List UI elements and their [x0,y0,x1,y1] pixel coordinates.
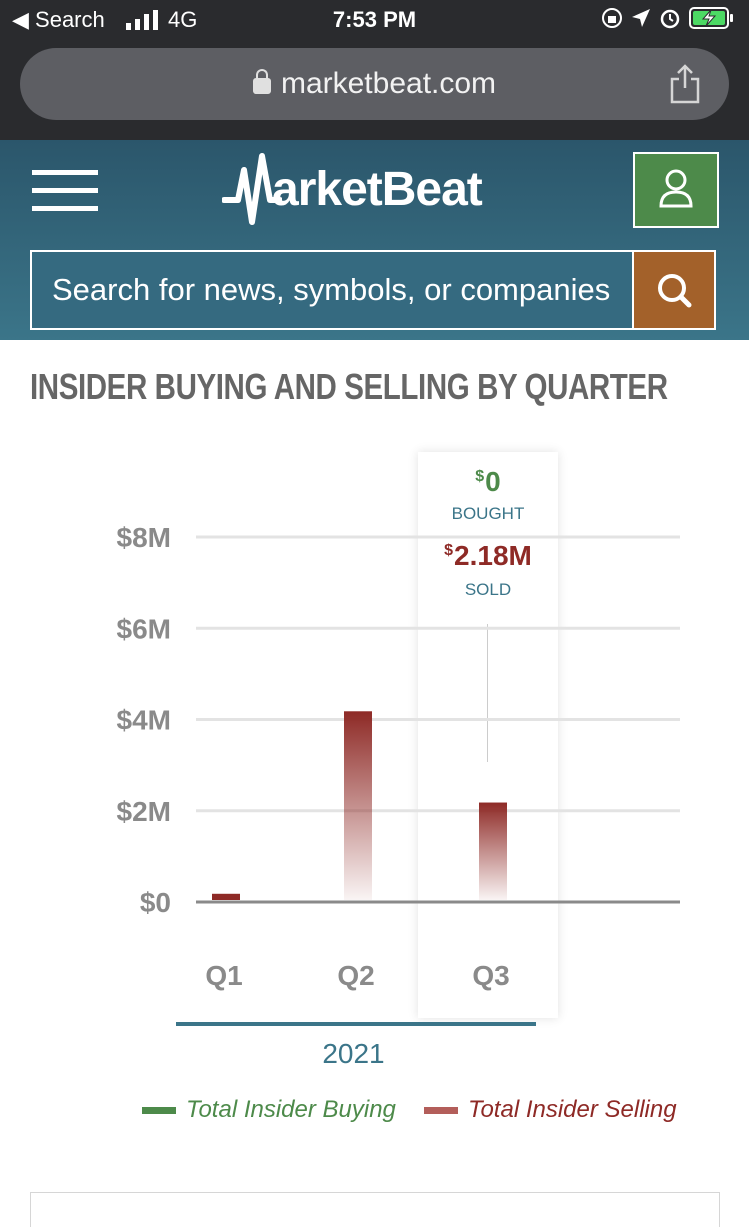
search-input[interactable] [32,252,634,328]
menu-line-icon [32,170,98,175]
section-heading: INSIDER BUYING AND SELLING BY QUARTER [30,366,668,407]
account-button[interactable] [633,152,719,228]
lock-icon [252,69,271,94]
tooltip-crosshair-line [487,624,488,762]
logo-pulse-icon [222,153,282,225]
insider-trading-chart: $0 BOUGHT $2.18M SOLD $0 $2M $4M $6M $8M Q1 Q2… [0,440,749,1140]
x-tick-label: Q3 [472,960,509,991]
status-bar: ◀ Search 4G 7:53 PM [0,0,749,40]
year-label: 2021 [322,1038,385,1069]
tooltip-bought-value: $0 [418,466,558,498]
back-to-search-link[interactable]: ◀ Search [12,7,105,32]
alarm-icon [660,9,680,29]
signal-strength-icon [126,10,158,30]
chart-plot-area[interactable]: $0 $2M $4M $6M $8M Q1 Q2 Q3 [0,440,749,1020]
legend-item-buying[interactable]: Total Insider Buying [142,1096,396,1124]
y-tick-label: $6M [117,613,171,644]
search-box [30,250,716,330]
y-tick-label: $4M [117,705,171,736]
next-section-card [30,1192,720,1227]
marketbeat-logo[interactable]: arketBeat [222,150,522,230]
menu-line-icon [32,206,98,211]
year-range-bar [176,1022,536,1026]
y-tick-label: $0 [140,887,171,918]
url-text: marketbeat.com [280,67,497,100]
orientation-lock-icon [602,8,622,28]
x-tick-label: Q1 [205,960,242,991]
search-icon [658,274,692,308]
browser-chrome: marketbeat.com [0,40,749,140]
selling-bar-q2[interactable] [344,711,372,900]
tooltip-sold-value: $2.18M [418,540,558,572]
location-arrow-icon [632,9,650,27]
status-icons [601,6,735,30]
user-icon [659,169,693,208]
clock: 7:53 PM [332,7,417,32]
y-tick-label: $2M [117,796,171,827]
url-bar[interactable]: marketbeat.com [20,48,729,120]
tooltip-sold-label: SOLD [464,580,512,599]
legend-label-buying: Total Insider Buying [186,1096,396,1123]
battery-charging-icon [689,7,733,29]
legend-swatch-selling [424,1106,458,1114]
url-display: marketbeat.com [20,48,729,120]
menu-line-icon [32,188,98,193]
logo-text: arketBeat [272,163,483,216]
legend-item-selling[interactable]: Total Insider Selling [424,1096,677,1124]
search-button[interactable] [632,252,714,328]
y-tick-label: $8M [117,522,171,553]
share-icon[interactable] [669,64,701,104]
selling-bar-q3[interactable] [479,802,507,900]
site-header: arketBeat [0,140,749,340]
chart-tooltip: $0 BOUGHT $2.18M SOLD [418,452,558,1018]
currency-symbol: $ [444,541,454,559]
bought-amount: 0 [485,466,501,497]
tooltip-bought-label: BOUGHT [451,504,525,523]
legend-swatch-buying [142,1106,176,1114]
currency-symbol: $ [475,467,485,485]
x-tick-label: Q2 [337,960,374,991]
hamburger-menu-button[interactable] [32,170,98,220]
legend-label-selling: Total Insider Selling [468,1096,677,1123]
sold-amount: 2.18M [454,540,532,571]
network-type: 4G [168,7,198,32]
chart-legend: Total Insider Buying Total Insider Selli… [0,1096,749,1136]
selling-bar-q1[interactable] [212,893,240,900]
